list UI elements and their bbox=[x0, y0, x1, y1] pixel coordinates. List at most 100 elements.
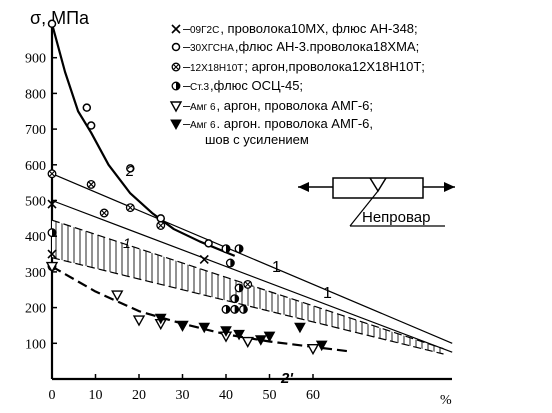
data-point-circle-open bbox=[156, 214, 165, 223]
weld-plate bbox=[332, 177, 424, 199]
leader-line bbox=[349, 190, 379, 227]
arrow-right-head bbox=[444, 182, 455, 192]
data-point-circle-half bbox=[47, 228, 57, 238]
legend-marker-circle-open bbox=[171, 42, 181, 52]
x-tick-label: 40 bbox=[219, 388, 233, 403]
y-tick-label: 800 bbox=[25, 87, 46, 102]
data-point-circle-half bbox=[225, 258, 235, 268]
y-tick-label: 400 bbox=[25, 230, 46, 245]
legend-dash: – bbox=[183, 78, 191, 93]
data-point-circle-cross bbox=[156, 221, 166, 230]
data-point-circle-half bbox=[230, 304, 240, 314]
data-point-triangle-filled bbox=[294, 322, 306, 334]
trend-line-1 bbox=[51, 199, 453, 353]
data-point-circle-open bbox=[86, 121, 96, 130]
legend-label-text: ,флюс АН-3.проволока18ХМА; bbox=[235, 39, 419, 54]
y-tick-label: 600 bbox=[25, 159, 46, 174]
data-point-triangle-filled bbox=[233, 329, 245, 341]
legend-dash: – bbox=[183, 39, 191, 54]
data-point-triangle-filled bbox=[220, 326, 232, 337]
legend-label-small: 09Г2С bbox=[190, 25, 219, 36]
data-point-circle-open bbox=[47, 19, 57, 29]
data-point-triangle-filled bbox=[315, 340, 328, 352]
legend: –09Г2С, проволока10МХ, флюс АН-348;– 30ХГ… bbox=[169, 21, 425, 147]
x-tick-label: 50 bbox=[263, 388, 277, 403]
legend-label-small: Амг 6 bbox=[190, 120, 216, 131]
x-tick-label: 60 bbox=[306, 388, 320, 403]
data-point-triangle-filled bbox=[254, 335, 267, 346]
legend-label-small: Ст.3 bbox=[190, 82, 209, 93]
y-axis-label: σ, МПа bbox=[30, 8, 90, 28]
data-point-triangle-filled bbox=[154, 313, 167, 325]
legend-label-text: ,флюс ОСЦ-45; bbox=[210, 78, 303, 93]
axis-ticks: 100 200 300 400 500 600 700 800 900 0 10 20 30 40 50 60 bbox=[25, 52, 320, 403]
data-point-circle-half bbox=[230, 294, 240, 304]
weld-sketch: Непровар bbox=[298, 177, 455, 227]
data-point-circle-half bbox=[234, 244, 244, 254]
data-point-triangle-open bbox=[45, 261, 59, 273]
data-point-circle-cross bbox=[99, 208, 109, 218]
legend-label-text-2: шов с усилением bbox=[205, 132, 309, 147]
legend-label-small: Амг 6 bbox=[190, 102, 216, 113]
data-point-triangle-filled bbox=[198, 322, 211, 334]
trend-line-2 bbox=[50, 23, 236, 257]
legend-dash: – bbox=[183, 116, 191, 131]
data-point-circle-cross bbox=[86, 179, 96, 189]
x-tick-label: 0 bbox=[49, 388, 56, 403]
legend-dash: – bbox=[183, 98, 191, 113]
legend-marker-triangle-open bbox=[169, 101, 183, 113]
y-tick-label: 300 bbox=[25, 266, 46, 281]
y-tick-label: 100 bbox=[25, 337, 46, 352]
band-lower-edge bbox=[51, 257, 444, 355]
data-point-circle-cross bbox=[243, 279, 253, 289]
legend-label-text: . аргон. проволока АМГ-6, bbox=[217, 116, 373, 131]
legend-label-small: 30ХГСНА bbox=[190, 43, 234, 54]
legend-label-text: ; аргон,проволока12Х18Н10Т; bbox=[244, 59, 425, 74]
data-point-circle-open bbox=[82, 103, 92, 112]
data-point-circle-open bbox=[126, 164, 135, 173]
x-axis-unit: % bbox=[440, 393, 452, 408]
data-point-circle-half bbox=[221, 244, 231, 254]
y-tick-label: 200 bbox=[25, 302, 46, 317]
legend-marker-x bbox=[171, 24, 181, 34]
data-point-circle-half bbox=[234, 283, 244, 293]
data-point-x bbox=[47, 199, 57, 209]
data-points bbox=[45, 19, 328, 356]
y-tick-label: 500 bbox=[25, 195, 46, 210]
data-point-circle-open bbox=[204, 239, 213, 248]
legend-label-text: , аргон, проволока АМГ-6; bbox=[217, 98, 373, 113]
legend-dash: – bbox=[183, 21, 191, 36]
data-point-circle-half bbox=[238, 304, 248, 314]
data-point-triangle-filled bbox=[176, 320, 189, 332]
y-tick-label: 900 bbox=[25, 52, 46, 67]
x-tick-label: 10 bbox=[89, 388, 103, 403]
legend-marker-circle-cross bbox=[171, 62, 181, 72]
data-point-triangle-open bbox=[306, 343, 320, 356]
data-point-circle-cross bbox=[47, 169, 57, 179]
data-point-circle-cross bbox=[125, 203, 135, 213]
data-point-triangle-open bbox=[132, 315, 146, 327]
curve-label-1-right: 1 bbox=[323, 285, 332, 302]
curve-label-2: 2 bbox=[125, 163, 135, 180]
legend-marker-circle-half bbox=[171, 81, 181, 91]
y-tick-label: 700 bbox=[25, 123, 46, 138]
legend-marker-triangle-filled bbox=[170, 119, 182, 131]
legend-label-text: , проволока10МХ, флюс АН-348; bbox=[220, 21, 417, 36]
data-point-circle-half bbox=[221, 304, 231, 314]
curve-label-2-prime: 2' bbox=[280, 370, 293, 387]
data-point-triangle-open bbox=[111, 290, 124, 302]
legend-label-small: 12Х18Н10Т bbox=[190, 63, 243, 74]
data-point-x bbox=[199, 254, 209, 264]
data-point-triangle-filled bbox=[263, 331, 276, 343]
legend-dash: – bbox=[183, 59, 191, 74]
inset-label: Непровар bbox=[362, 209, 430, 226]
x-tick-label: 30 bbox=[176, 388, 190, 403]
curve-label-1-left: 1 bbox=[123, 235, 131, 251]
arrow-left-head bbox=[298, 182, 309, 192]
x-tick-label: 20 bbox=[132, 388, 146, 403]
curve-label-1-mid: 1 bbox=[272, 259, 281, 276]
data-point-triangle-open bbox=[241, 336, 254, 348]
data-point-x bbox=[47, 249, 57, 259]
trend-line-1 bbox=[51, 173, 453, 344]
